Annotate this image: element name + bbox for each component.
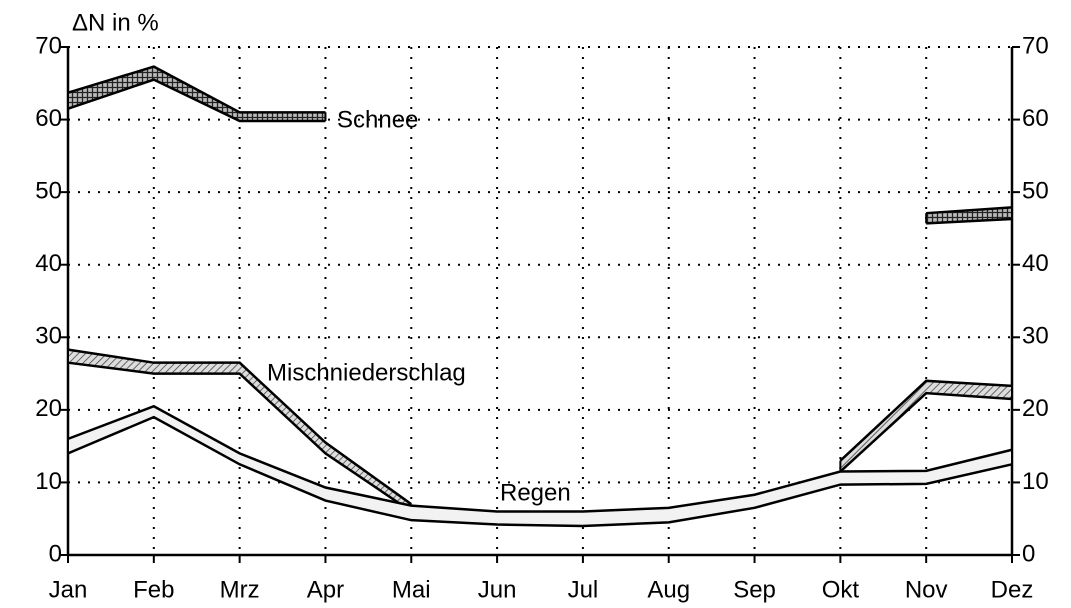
y-tick-label: 20 bbox=[35, 395, 62, 422]
x-tick-label: Sep bbox=[733, 576, 776, 603]
y-tick-label: 60 bbox=[35, 105, 62, 132]
x-tick-label: Mrz bbox=[220, 576, 260, 603]
series-label: Schnee bbox=[337, 106, 418, 133]
y2-tick-label: 30 bbox=[1022, 323, 1049, 350]
x-tick-label: Dez bbox=[991, 576, 1034, 603]
series-label: Regen bbox=[500, 479, 571, 506]
band-lower-line bbox=[926, 217, 1013, 225]
band-area bbox=[68, 406, 1012, 526]
y2-tick-label: 70 bbox=[1022, 32, 1049, 59]
band-area bbox=[68, 66, 326, 122]
x-tick-label: Feb bbox=[133, 576, 174, 603]
x-tick-label: Jun bbox=[478, 576, 517, 603]
band-lower-line bbox=[67, 78, 326, 123]
y2-tick-label: 10 bbox=[1022, 468, 1049, 495]
y2-tick-label: 20 bbox=[1022, 395, 1049, 422]
x-tick-label: Aug bbox=[647, 576, 690, 603]
x-tick-label: Jul bbox=[568, 576, 599, 603]
y-tick-label: 50 bbox=[35, 177, 62, 204]
band-lower-line bbox=[67, 361, 412, 513]
band-upper-line bbox=[839, 379, 1013, 462]
band-lower-line bbox=[67, 415, 1013, 528]
x-tick-label: Mai bbox=[392, 576, 431, 603]
y2-tick-label: 50 bbox=[1022, 177, 1049, 204]
band-upper-line bbox=[926, 206, 1013, 215]
y2-tick-label: 40 bbox=[1022, 250, 1049, 277]
x-tick-label: Okt bbox=[822, 576, 860, 603]
y-tick-label: 30 bbox=[35, 323, 62, 350]
y2-tick-label: 0 bbox=[1022, 540, 1035, 567]
y-tick-label: 10 bbox=[35, 468, 62, 495]
band-upper-line bbox=[67, 348, 413, 506]
y2-tick-label: 60 bbox=[1022, 105, 1049, 132]
x-tick-label: Apr bbox=[307, 576, 344, 603]
band-upper-line bbox=[67, 404, 1013, 513]
y-tick-label: 70 bbox=[35, 32, 62, 59]
x-tick-label: Nov bbox=[905, 576, 948, 603]
y-tick-label: 40 bbox=[35, 250, 62, 277]
y-tick-label: 0 bbox=[49, 540, 62, 567]
band-area bbox=[840, 380, 1012, 472]
y-axis-label: ΔN in % bbox=[72, 9, 159, 36]
band-upper-line bbox=[67, 65, 326, 114]
x-tick-label: Jan bbox=[49, 576, 88, 603]
series-label: Mischniederschlag bbox=[267, 359, 466, 386]
band-lower-line bbox=[839, 391, 1013, 473]
